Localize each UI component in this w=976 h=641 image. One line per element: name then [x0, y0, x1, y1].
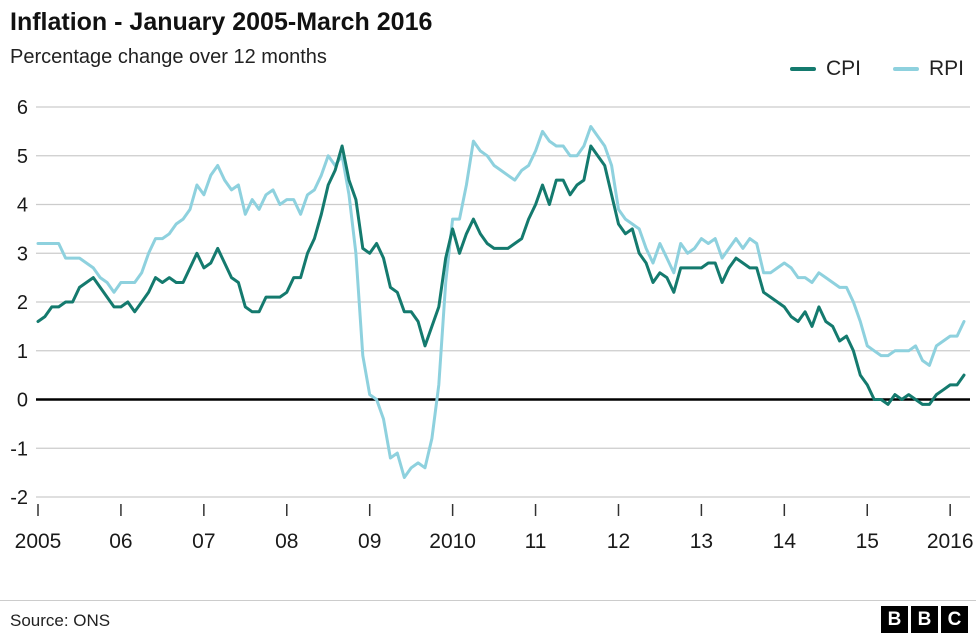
svg-text:07: 07	[192, 530, 215, 553]
svg-text:6: 6	[17, 97, 28, 119]
svg-text:-2: -2	[10, 487, 28, 509]
svg-text:5: 5	[17, 146, 28, 168]
bbc-logo-letter: B	[911, 606, 938, 633]
svg-text:2016: 2016	[927, 530, 974, 553]
svg-text:15: 15	[856, 530, 879, 553]
svg-text:2010: 2010	[429, 530, 476, 553]
legend-item-rpi: RPI	[892, 57, 964, 81]
chart-title: Inflation - January 2005-March 2016	[10, 8, 433, 36]
svg-text:14: 14	[773, 530, 797, 553]
svg-text:0: 0	[17, 390, 28, 412]
svg-text:11: 11	[525, 530, 547, 553]
svg-text:08: 08	[275, 530, 298, 553]
svg-text:12: 12	[607, 530, 630, 553]
svg-text:2: 2	[17, 292, 28, 314]
svg-text:3: 3	[17, 243, 28, 265]
svg-text:1: 1	[17, 341, 28, 363]
legend-label-rpi: RPI	[928, 57, 964, 80]
svg-text:06: 06	[109, 530, 132, 553]
chart-subtitle: Percentage change over 12 months	[10, 46, 327, 68]
svg-text:09: 09	[358, 530, 381, 553]
svg-text:4: 4	[17, 195, 28, 217]
legend-item-cpi: CPI	[789, 57, 861, 81]
footer-divider	[0, 600, 976, 601]
svg-text:13: 13	[690, 530, 713, 553]
bbc-logo-letter: B	[881, 606, 908, 633]
legend: CPI RPI	[789, 57, 964, 81]
source-attribution: Source: ONS	[10, 611, 111, 630]
cpi-line-swatch	[789, 67, 816, 71]
svg-text:2005: 2005	[15, 530, 62, 553]
svg-text:-1: -1	[10, 438, 28, 460]
bbc-logo-letter: C	[941, 606, 968, 633]
inflation-line-chart: 6 5 4 3 2 1 0 -1 -2 2005 06 07 08 09 2010 11 12 13 14 15 201…	[10, 97, 974, 553]
rpi-line-swatch	[892, 67, 919, 71]
bbc-logo: B B C	[881, 606, 968, 633]
legend-label-cpi: CPI	[825, 57, 861, 80]
